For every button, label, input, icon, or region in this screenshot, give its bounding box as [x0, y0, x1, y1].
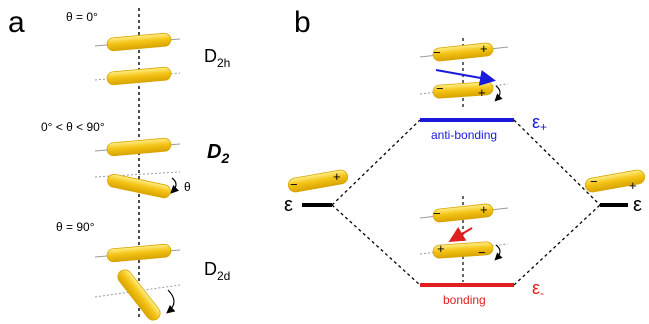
panel-b: b − + − + anti-bonding ε+ − + — [284, 6, 646, 307]
transition-dipole-arrow-red — [448, 226, 473, 243]
panel-a-label: a — [8, 6, 25, 39]
rotation-arrow — [166, 289, 176, 314]
lower-level-symbol: ε- — [532, 278, 544, 300]
chromophore-rod — [106, 66, 172, 86]
rotation-arrow — [170, 177, 180, 194]
bonding-label: bonding — [443, 293, 486, 307]
correlation-line — [513, 119, 601, 206]
chromophore-rod — [432, 241, 494, 259]
charge-minus: − — [290, 177, 298, 192]
monomer-symbol-left: ε — [284, 194, 293, 216]
chromophore-rod — [432, 203, 494, 223]
chromophore-rod — [106, 32, 172, 52]
chromophore-rod — [287, 169, 349, 193]
symmetry-label-3: D2d — [204, 259, 230, 283]
theta-symbol: θ — [184, 180, 191, 194]
charge-plus: + — [478, 85, 486, 100]
chromophore-rod — [106, 137, 172, 157]
correlation-line — [331, 204, 421, 286]
chromophore-rod — [117, 269, 161, 321]
chromophore-rod — [584, 169, 646, 193]
chromophore-rod — [106, 243, 172, 263]
rotation-arrow — [494, 244, 503, 261]
charge-minus: − — [590, 174, 598, 189]
panel-b-label: b — [294, 6, 311, 39]
anti-bonding-label: anti-bonding — [431, 128, 497, 142]
angle-label-2: 0° < θ < 90° — [41, 120, 105, 134]
charge-plus: + — [629, 178, 637, 193]
chromophore-rod — [432, 81, 494, 99]
symmetry-label-2: D2 — [207, 141, 229, 166]
charge-plus: + — [333, 169, 341, 184]
correlation-line — [513, 204, 601, 286]
angle-label-1: θ = 0° — [66, 10, 98, 24]
chromophore-rod — [432, 42, 494, 62]
charge-plus: + — [480, 41, 488, 56]
charge-plus: + — [480, 202, 488, 217]
panel-a: a θ = 0° D2h 0° < θ < 90° θ D2 θ = 90° — [8, 6, 230, 321]
upper-level-symbol: ε+ — [532, 112, 547, 134]
angle-label-3: θ = 90° — [56, 220, 95, 234]
guide-line — [94, 171, 181, 178]
rotation-arrow — [494, 85, 503, 102]
charge-minus: − — [478, 245, 486, 260]
charge-minus: − — [433, 206, 441, 221]
transition-dipole-arrow-blue — [435, 69, 496, 86]
chromophore-rod — [107, 173, 171, 199]
correlation-line — [331, 119, 421, 206]
symmetry-label-1: D2h — [204, 46, 230, 70]
charge-minus: − — [433, 45, 441, 60]
charge-plus: + — [437, 241, 445, 256]
monomer-symbol-right: ε — [633, 194, 642, 216]
charge-minus: − — [436, 81, 444, 96]
